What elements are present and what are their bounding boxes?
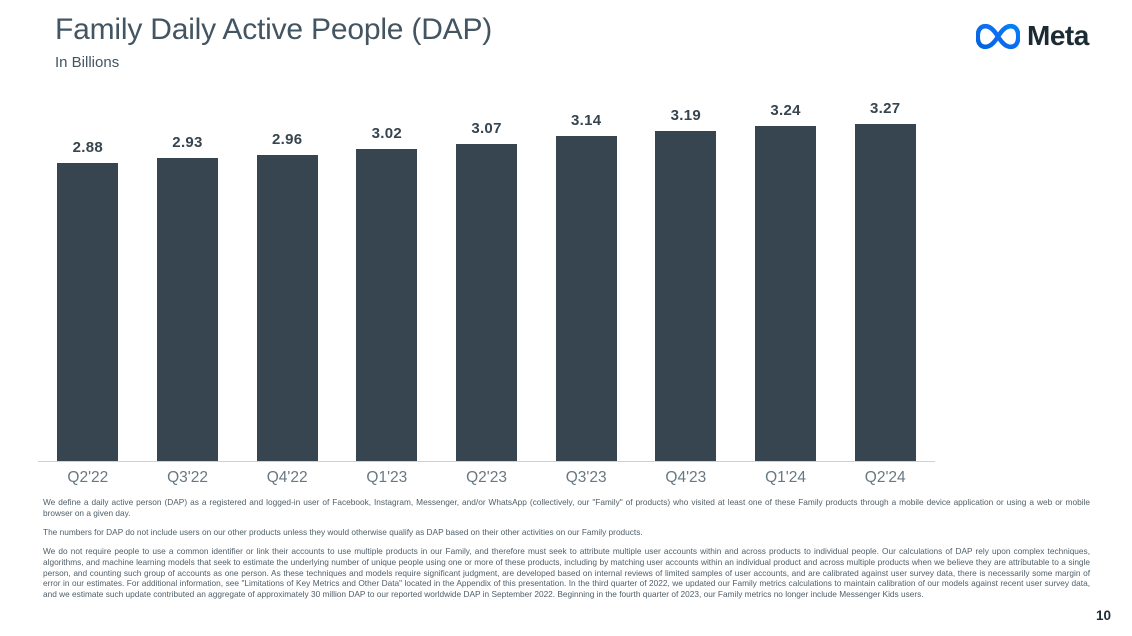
page-title: Family Daily Active People (DAP)	[55, 13, 493, 46]
chart-plot-area: 2.88 2.93 2.96 3.02 3.07 3.14 3.19 3.24 3.27	[38, 100, 935, 461]
meta-infinity-icon	[976, 22, 1020, 51]
bar-value-label: 2.93	[172, 134, 203, 151]
x-axis-tick-label: Q1'23	[366, 469, 408, 486]
bar-column: 2.93	[138, 100, 238, 461]
bar-value-label: 3.07	[471, 119, 502, 137]
x-axis-tick-label: Q2'22	[67, 469, 109, 486]
bar-column: 3.24	[736, 100, 836, 461]
meta-logo: Meta	[976, 20, 1089, 52]
footnote-paragraph-2: The numbers for DAP do not include users…	[43, 526, 643, 537]
bar-value-label: 3.14	[570, 112, 602, 130]
bar	[356, 148, 418, 461]
chart-unit-subtitle: In Billions	[55, 54, 120, 71]
x-axis-tick-label: Q4'22	[266, 469, 308, 486]
x-axis-line	[38, 461, 935, 462]
x-axis-tick-label: Q1'24	[765, 469, 806, 486]
bar-column: 3.27	[835, 100, 935, 461]
bar-value-label: 3.24	[770, 102, 801, 119]
footnote-paragraph-1: We define a daily active person (DAP) as…	[43, 497, 1090, 518]
bar	[755, 126, 817, 461]
bar	[555, 136, 617, 461]
x-axis-tick-label: Q3'23	[565, 469, 607, 486]
bar-value-label: 3.27	[870, 100, 901, 117]
bar-value-label: 3.19	[670, 107, 702, 125]
page-number: 10	[1095, 608, 1111, 623]
bar	[456, 143, 518, 461]
bar	[655, 131, 717, 461]
dap-bar-chart: 2.88 2.93 2.96 3.02 3.07 3.14 3.19 3.24 3.27 Q2'…	[38, 100, 935, 487]
bar	[256, 154, 318, 461]
meta-wordmark: Meta	[1027, 20, 1089, 51]
bar-value-label: 2.96	[271, 130, 303, 148]
bar-column: 3.07	[437, 100, 537, 461]
bar-column: 3.02	[337, 100, 437, 461]
footnotes-block: We define a daily active person (DAP) as…	[43, 497, 1090, 600]
x-axis-tick-label: Q3'22	[167, 469, 208, 486]
slide-header: Family Daily Active People (DAP) In Bill…	[55, 13, 492, 71]
bar-value-label: 2.88	[72, 139, 104, 157]
bar	[854, 124, 916, 461]
x-axis-tick-label: Q4'23	[665, 469, 707, 486]
footnote-paragraph-3: We do not require people to use a common…	[43, 545, 1090, 600]
x-axis-tick-label: Q2'24	[864, 469, 906, 486]
x-axis-tick-label: Q2'23	[466, 469, 507, 486]
bar-column: 3.14	[536, 100, 636, 461]
bar-column: 2.96	[237, 100, 337, 461]
bar	[57, 163, 119, 461]
bar-value-label: 3.02	[371, 124, 403, 142]
bar-column: 3.19	[636, 100, 736, 461]
x-axis-labels: Q2'22 Q3'22 Q4'22 Q1'23 Q2'23 Q3'23 Q4'23 Q1'24…	[38, 462, 935, 487]
bar-column: 2.88	[38, 100, 138, 461]
bar	[157, 158, 218, 461]
